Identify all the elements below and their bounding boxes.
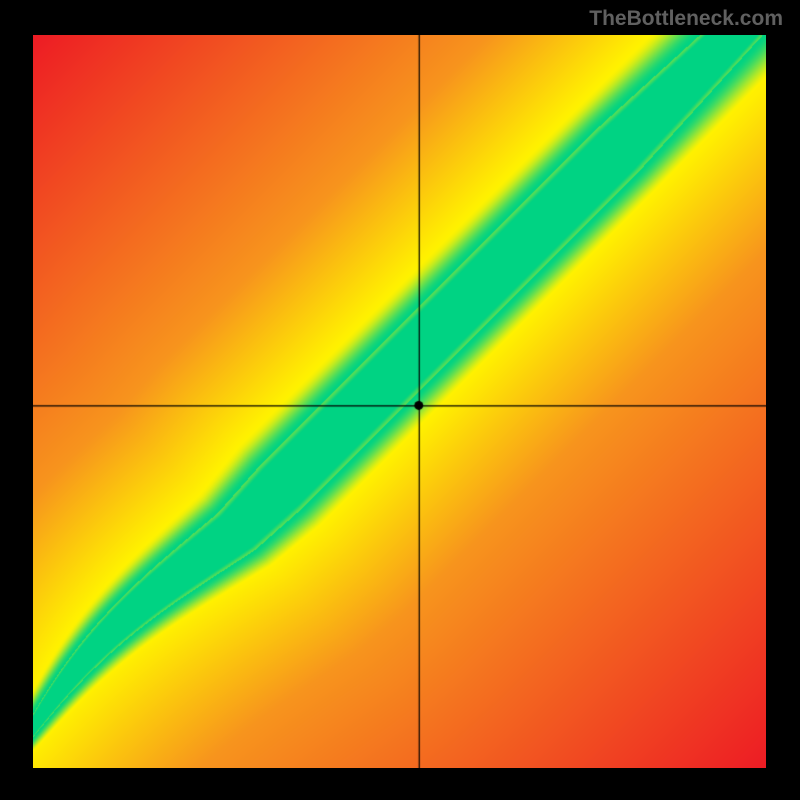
chart-container: TheBottleneck.com bbox=[0, 0, 800, 800]
watermark-text: TheBottleneck.com bbox=[589, 7, 783, 31]
bottleneck-heatmap bbox=[33, 35, 766, 768]
